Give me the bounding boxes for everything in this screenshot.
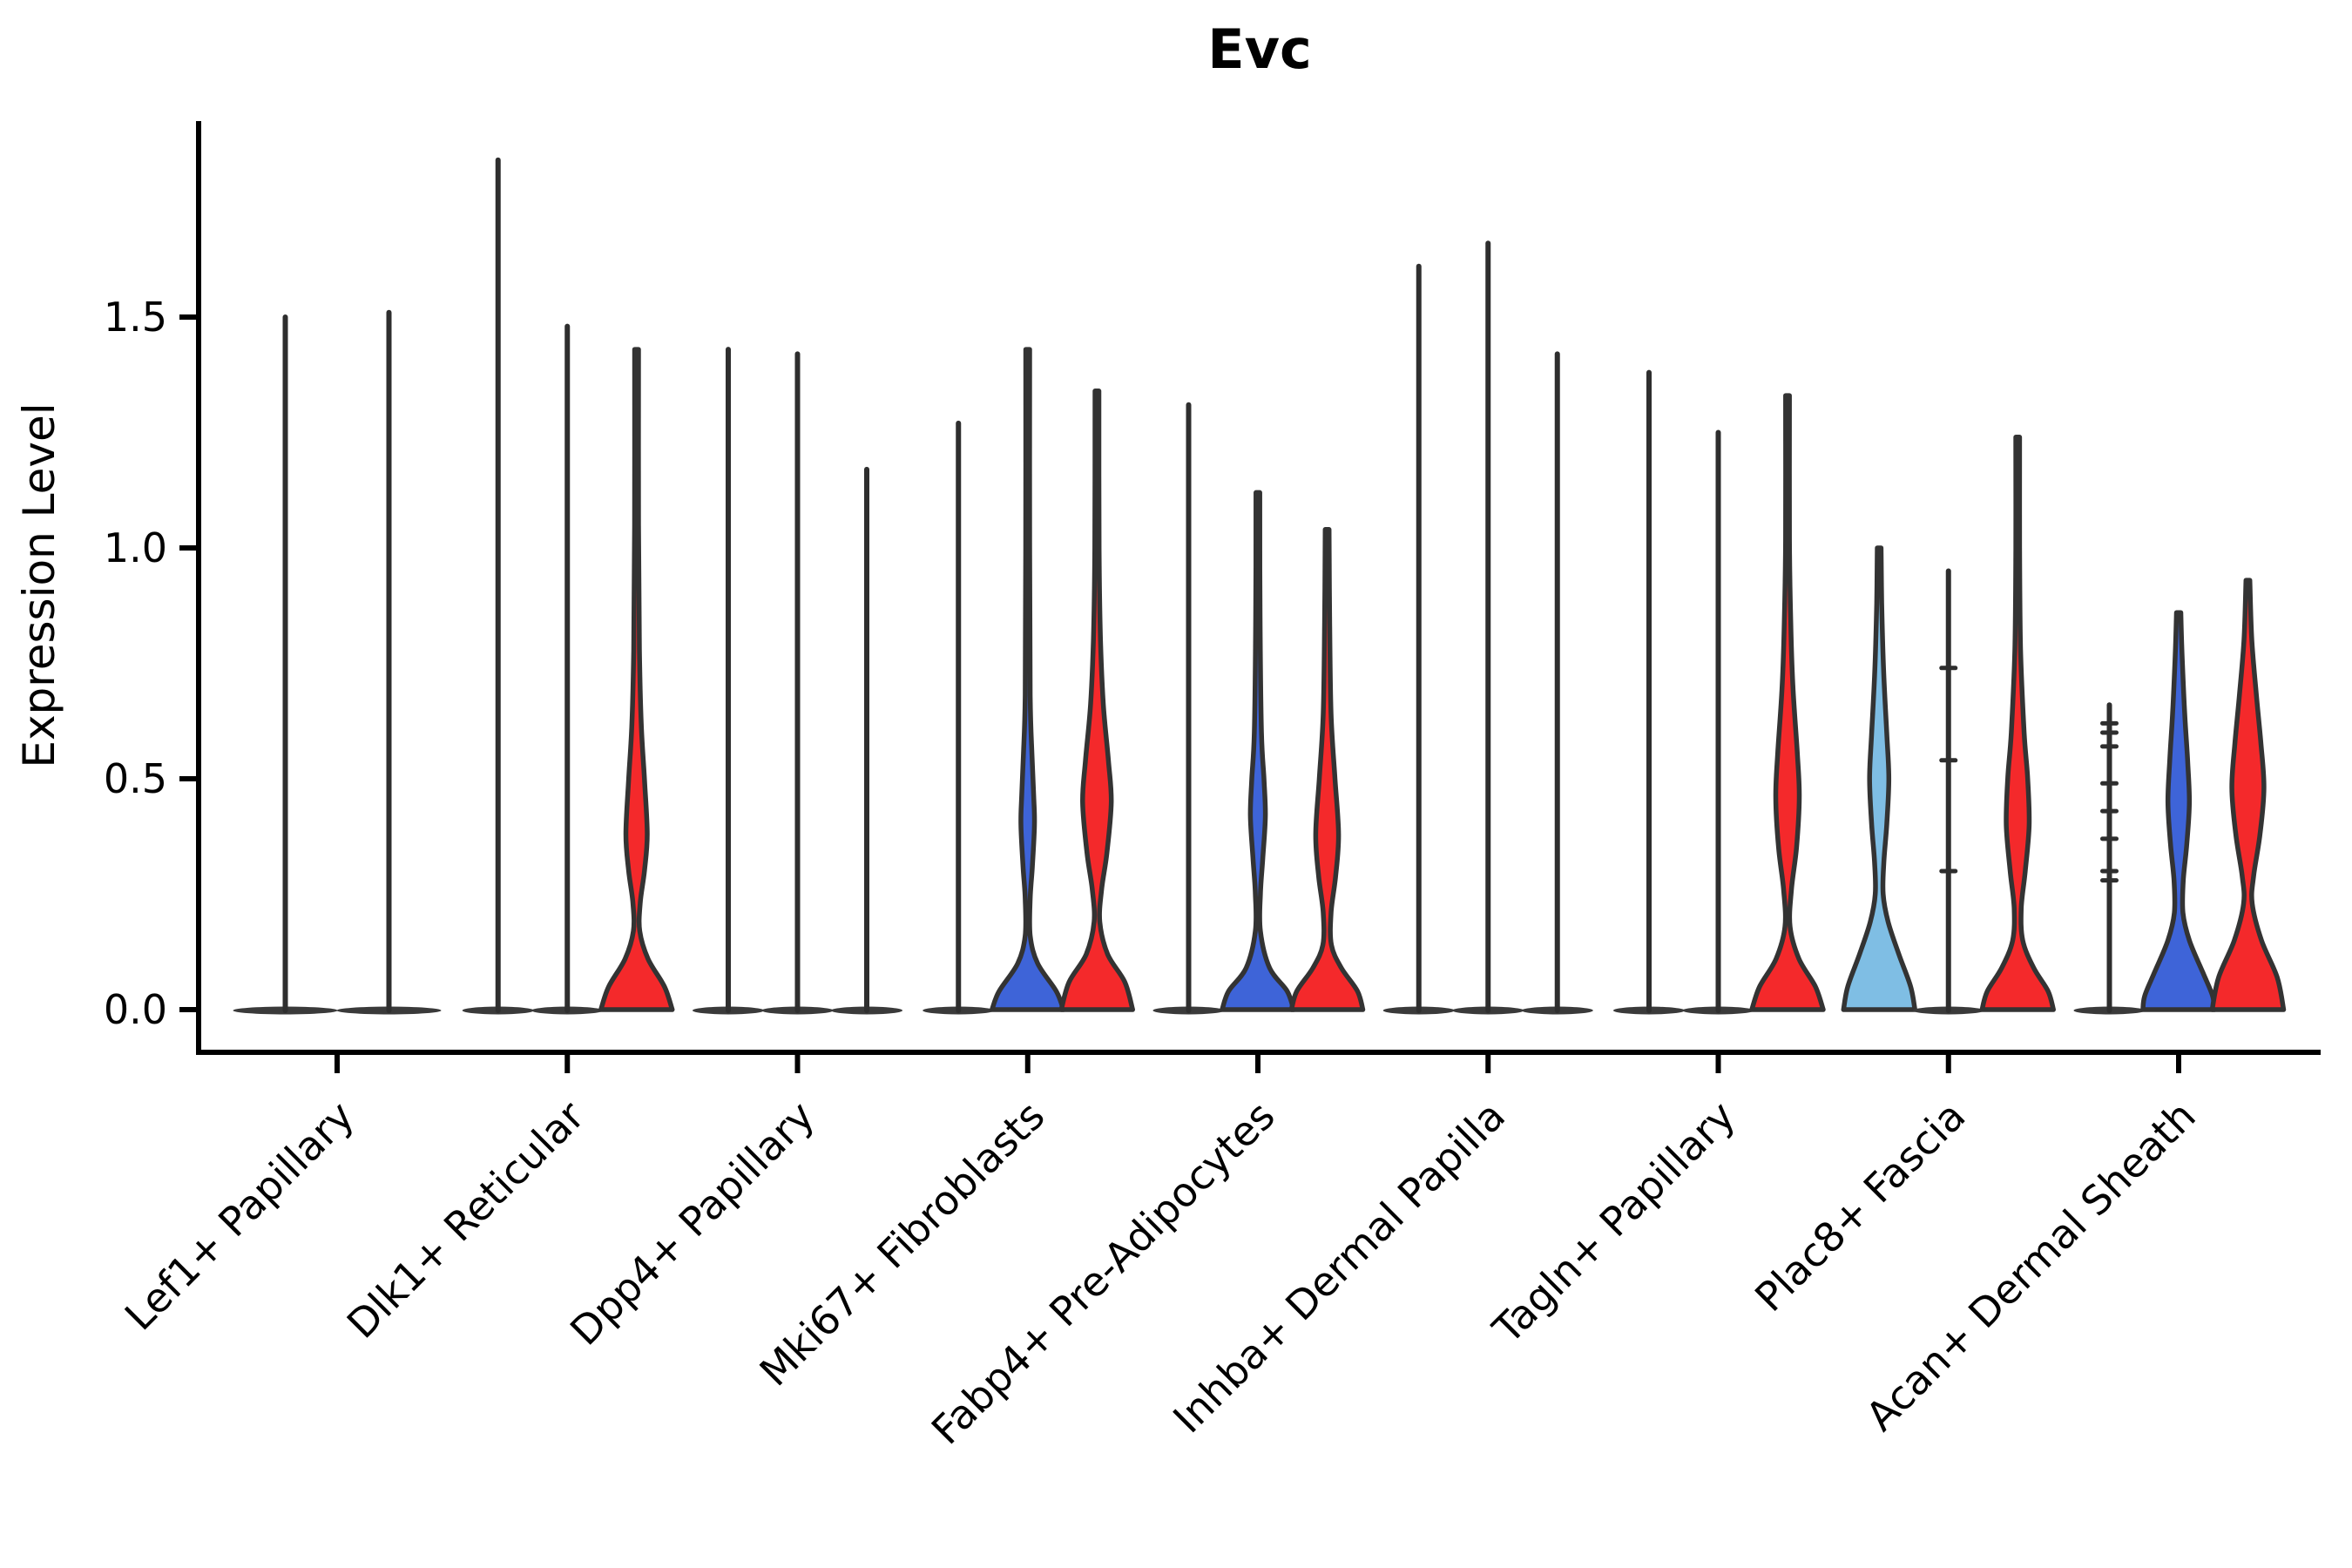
- violin-red: [598, 347, 675, 1012]
- x-tick-label: Dlk1+ Reticular: [338, 1092, 593, 1348]
- y-tick-label: 1.5: [104, 294, 167, 341]
- violin-blue: [990, 347, 1066, 1012]
- y-axis-label: Expression Level: [14, 402, 64, 767]
- y-axis-ticks: 0.0 0.5 1.0 1.5: [104, 294, 199, 1033]
- x-tick-label: Plac8+ Fascia: [1746, 1092, 1974, 1321]
- violin-red: [1749, 393, 1826, 1012]
- chart-title: Evc: [1207, 17, 1312, 81]
- violins-layer: [233, 157, 2287, 1015]
- x-tick-label: Dpp4+ Papillary: [561, 1092, 823, 1355]
- violin-red: [2209, 578, 2287, 1012]
- violin-lightblue: [1841, 545, 1917, 1012]
- y-tick-label: 0.5: [104, 755, 167, 802]
- violin-blue: [1220, 490, 1296, 1012]
- y-tick-label: 0.0: [104, 986, 167, 1033]
- violin-blue: [2140, 610, 2217, 1012]
- violin-red: [1058, 389, 1135, 1012]
- violin-red: [1979, 435, 2056, 1012]
- x-tick-label: Lef1+ Papillary: [116, 1092, 363, 1340]
- violin-red: [1288, 527, 1366, 1012]
- x-tick-label: Tagln+ Papillary: [1484, 1092, 1745, 1354]
- y-tick-label: 1.0: [104, 524, 167, 571]
